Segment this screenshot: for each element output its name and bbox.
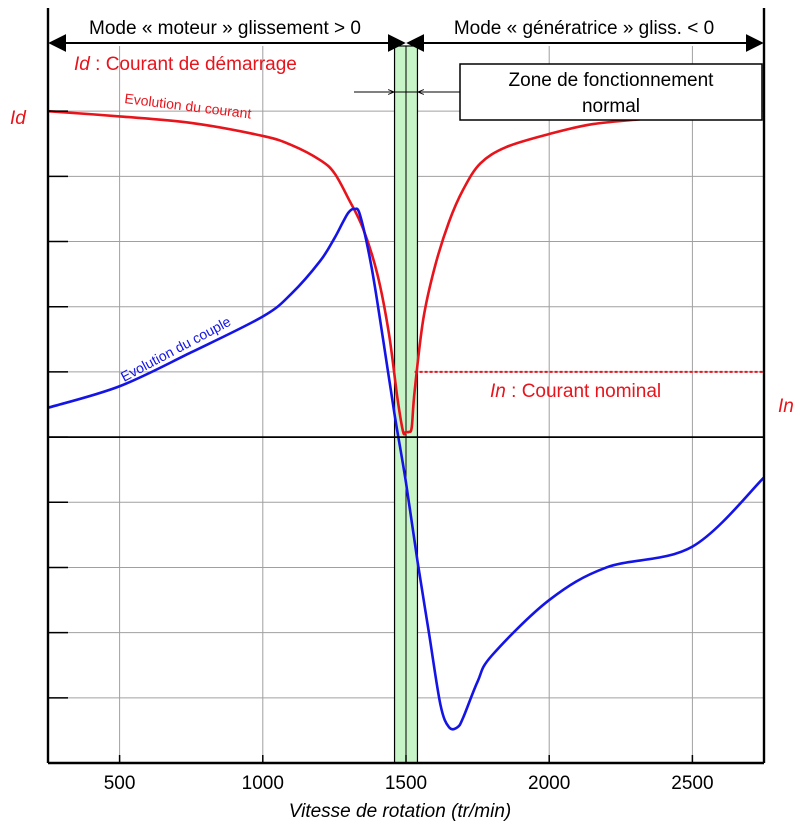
series-group [47, 109, 765, 731]
x-tick-label-4: 2500 [671, 773, 713, 794]
mode-arrows [48, 34, 764, 93]
tick-labels: 500 1000 1500 2000 2500 [104, 773, 714, 794]
starting-current-symbol: Id [74, 54, 91, 75]
nominal-current-symbol: In [490, 381, 506, 402]
moteur-mode-label: Mode « moteur » glissement > 0 [89, 18, 361, 39]
normal-zone-label-line2: normal [582, 96, 640, 117]
id-axis-label: Id [10, 108, 27, 129]
x-tick-label-0: 500 [104, 773, 136, 794]
normal-zone-label-box [459, 63, 763, 121]
starting-current-text: : Courant de démarrage [90, 54, 297, 75]
x-axis-label: Vitesse de rotation (tr/min) [289, 801, 511, 822]
torque-curve-label: Evolution du couple [118, 313, 234, 385]
nominal-current-text: : Courant nominal [506, 381, 661, 402]
x-tick-label-1: 1000 [242, 773, 284, 794]
in-axis-label: In [778, 396, 794, 417]
series-line-1 [47, 207, 765, 731]
nominal-current-annotation: In : Courant nominal [490, 381, 661, 402]
starting-current-annotation: Id : Courant de démarrage [74, 54, 297, 75]
axes [46, 8, 766, 765]
normal-zone-label-line1: Zone de fonctionnement [509, 70, 715, 91]
series-line-0 [47, 109, 644, 436]
current-curve-label: Evolution du courant [124, 90, 253, 121]
x-tick-label-3: 2000 [528, 773, 570, 794]
x-tick-label-2: 1500 [385, 773, 427, 794]
generatrice-mode-label: Mode « génératrice » gliss. < 0 [454, 18, 714, 39]
